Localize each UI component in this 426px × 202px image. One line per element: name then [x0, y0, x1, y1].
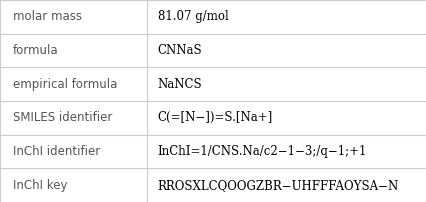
Text: 81.07 g/mol: 81.07 g/mol [158, 10, 228, 23]
Text: InChI=1/CNS.Na/c2−1−3;/q−1;+1: InChI=1/CNS.Na/c2−1−3;/q−1;+1 [158, 145, 367, 158]
Text: empirical formula: empirical formula [13, 78, 117, 91]
Text: InChI key: InChI key [13, 179, 67, 192]
Text: InChI identifier: InChI identifier [13, 145, 100, 158]
Text: RROSXLCQOOGZBR−UHFFFAOYSA−N: RROSXLCQOOGZBR−UHFFFAOYSA−N [158, 179, 399, 192]
Text: CNNaS: CNNaS [158, 44, 202, 57]
Text: NaNCS: NaNCS [158, 78, 202, 91]
Text: C(=[N−])=S.[Na+]: C(=[N−])=S.[Na+] [158, 111, 273, 124]
Text: SMILES identifier: SMILES identifier [13, 111, 112, 124]
Text: molar mass: molar mass [13, 10, 82, 23]
Text: formula: formula [13, 44, 58, 57]
